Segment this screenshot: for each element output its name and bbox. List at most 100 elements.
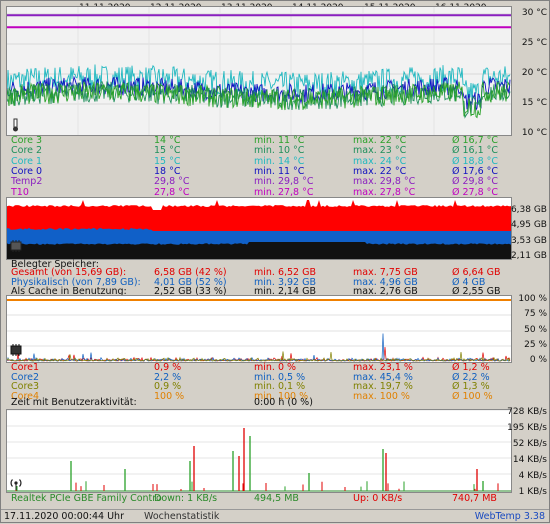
thermometer-icon [10, 118, 22, 132]
legend-avg: Ø 18,8 °C [452, 155, 499, 167]
y-tick: 2,11 GB [510, 251, 547, 261]
legend-min: min. 6,52 GB [254, 267, 317, 278]
y-tick: 75 % [524, 309, 547, 319]
series-line-cpu-core [7, 333, 511, 362]
network-plot [7, 410, 511, 492]
legend-avg: Ø 16,1 °C [452, 145, 499, 157]
legend-max: max. 45,4 % [353, 371, 413, 383]
legend-avg: Ø 17,6 °C [452, 165, 499, 177]
legend-name: Gesamt (von 15,69 GB): [11, 267, 127, 278]
activity-value: 0:00 h (0 %) [254, 397, 313, 408]
legend-name: Core 3 [11, 135, 43, 146]
legend-max: max. 23 °C [353, 145, 407, 157]
legend-min: min. 11 °C [254, 135, 305, 146]
app-version-link[interactable]: WebTemp 3.38 [474, 511, 545, 522]
legend-min: min. 11 °C [254, 165, 305, 177]
legend-min: min. 0,1 % [254, 381, 306, 392]
legend-max: max. 19,7 % [353, 381, 413, 392]
legend-avg: Ø 4 GB [452, 276, 486, 288]
legend-current: 6,58 GB (42 %) [154, 267, 227, 278]
legend-name: Temp2 [11, 176, 43, 188]
legend-current: 14 °C [154, 135, 181, 146]
legend-min: min. 0,5 % [254, 371, 306, 383]
legend-min: min. 0 % [254, 362, 297, 373]
y-tick: 4 KB/s [518, 471, 547, 481]
legend-name: Core2 [11, 371, 40, 383]
area-cache-memory [7, 242, 511, 259]
status-bar: 17.11.2020 00:00:44 Uhr Wochenstatistik … [1, 509, 549, 524]
legend-current: 15 °C [154, 145, 181, 157]
memory-chip-icon [9, 240, 23, 252]
legend-name: Als Cache in Benutzung: [11, 286, 127, 297]
y-tick: 0 % [529, 355, 547, 365]
legend-min: min. 27,8 °C [254, 186, 314, 198]
legend-avg: Ø 27,8 °C [452, 186, 499, 198]
legend-name: Core 0 [11, 165, 43, 177]
cpu-plot [7, 299, 511, 362]
y-tick: 50 % [524, 325, 547, 335]
legend-avg: Ø 29,8 °C [452, 176, 499, 188]
memory-header: Belegter Speicher: [11, 259, 99, 270]
series-line-cpu-core [7, 351, 511, 362]
legend-min: min. 2,14 GB [254, 286, 317, 297]
memory-plot [7, 200, 511, 259]
legend-name: Core1 [11, 362, 40, 373]
y-tick: 14 KB/s [512, 455, 547, 465]
y-tick: 6,38 GB [510, 205, 547, 215]
legend-avg: Ø 16,7 °C [452, 135, 499, 146]
legend-min: min. 14 °C [254, 155, 305, 167]
legend-min: min. 3,92 GB [254, 276, 317, 288]
status-mode[interactable]: Wochenstatistik [144, 511, 220, 522]
cpu-graph [6, 295, 512, 363]
legend-current: 15 °C [154, 155, 181, 167]
legend-min: min. 100 % [254, 390, 309, 402]
legend-max: max. 27,8 °C [353, 186, 416, 198]
y-tick: 728 KB/s [507, 407, 547, 417]
legend-current: 0,9 % [154, 381, 182, 392]
legend-name: T10 [11, 186, 29, 198]
y-tick: 30 °C [521, 8, 547, 18]
y-tick: 25 °C [521, 38, 547, 48]
legend-max: max. 100 % [353, 390, 410, 402]
y-tick: 20 °C [521, 68, 547, 78]
legend-max: max. 22 °C [353, 135, 407, 146]
upload-total: 740,7 MB [452, 493, 497, 504]
y-tick: 100 % [518, 294, 547, 304]
legend-name: Physikalisch (von 7,89 GB): [11, 276, 141, 288]
temperature-plot [7, 7, 511, 135]
y-tick: 15 °C [521, 98, 547, 108]
download-total: 494,5 MB [254, 493, 299, 504]
legend-max: max. 2,76 GB [353, 286, 418, 297]
legend-max: max. 22 °C [353, 165, 407, 177]
legend-name: Core 1 [11, 155, 43, 167]
legend-current: 29,8 °C [154, 176, 190, 188]
network-graph [6, 409, 512, 493]
legend-avg: Ø 1,3 % [452, 381, 490, 392]
y-tick: 4,95 GB [510, 220, 547, 230]
temperature-graph [6, 6, 512, 136]
download-rate: Down: 1 KB/s [154, 493, 218, 504]
y-tick: 52 KB/s [512, 439, 547, 449]
legend-max: max. 23,1 % [353, 362, 413, 373]
y-tick: 1 KB/s [518, 487, 547, 497]
adapter-name: Realtek PCIe GBE Family Contro [11, 493, 162, 504]
legend-min: min. 29,8 °C [254, 176, 314, 188]
cpu-chip-icon [9, 344, 23, 356]
network-antenna-icon [9, 476, 23, 490]
legend-name: Core3 [11, 381, 40, 392]
status-datetime: 17.11.2020 00:00:44 Uhr [4, 511, 124, 522]
legend-current: 4,01 GB (52 %) [154, 276, 227, 288]
legend-current: 0,9 % [154, 362, 182, 373]
legend-max: max. 7,75 GB [353, 267, 418, 278]
legend-avg: Ø 6,64 GB [452, 267, 501, 278]
legend-current: 2,52 GB (33 %) [154, 286, 227, 297]
legend-current: 100 % [154, 390, 185, 402]
legend-min: min. 10 °C [254, 145, 305, 157]
legend-name: Core4 [11, 390, 40, 402]
legend-avg: Ø 2,2 % [452, 371, 490, 383]
legend-current: 27,8 °C [154, 186, 190, 198]
legend-avg: Ø 1,2 % [452, 362, 490, 373]
series-line-core-3 [7, 80, 511, 119]
legend-avg: Ø 100 % [452, 390, 493, 402]
